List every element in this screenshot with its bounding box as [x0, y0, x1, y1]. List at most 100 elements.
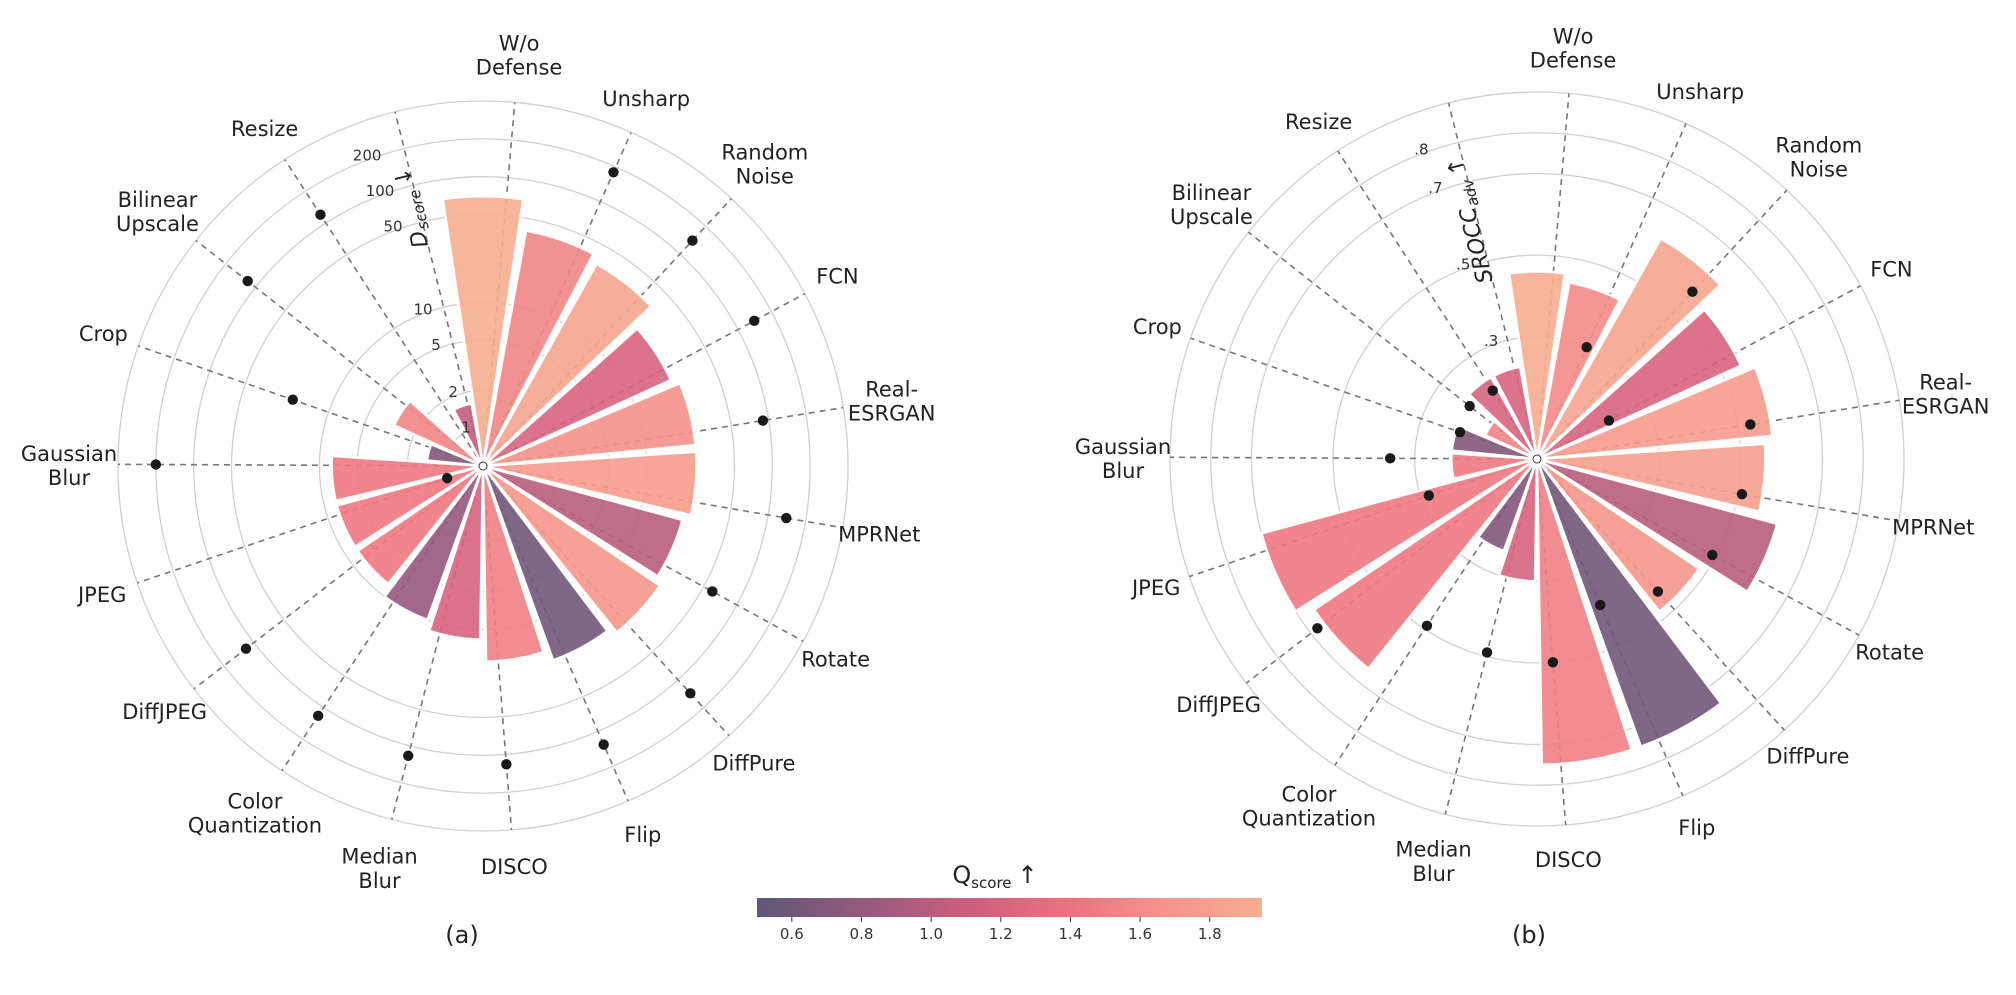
bar-rotate	[1536, 457, 1779, 594]
data-dot	[150, 459, 162, 470]
bar-jpeg	[335, 464, 484, 549]
bar-real-	[1536, 365, 1774, 461]
category-label: DiffPure	[712, 751, 795, 775]
radial-tick-label: .8	[1414, 140, 1428, 158]
category-label: MPRNet	[838, 522, 920, 546]
radial-tick-label: 1	[461, 418, 471, 436]
bar-diffjpeg	[1312, 457, 1538, 671]
colorbar-tick-label: 1.4	[1059, 925, 1083, 943]
bar-median	[1497, 458, 1539, 583]
bar-mprnet	[482, 450, 698, 517]
bar-fcn	[482, 326, 673, 468]
data-dot	[1464, 400, 1475, 412]
data-dot	[1547, 657, 1559, 668]
colorbar-tick-label: 1.0	[919, 925, 943, 943]
category-label: MPRNet	[1892, 515, 1974, 539]
category-label: W/o Defense	[1530, 24, 1617, 72]
category-label: Rotate	[1855, 640, 1924, 664]
category-label: Unsharp	[602, 87, 690, 111]
bar-gaussian	[330, 454, 484, 503]
category-label: Random Noise	[721, 141, 808, 189]
bar-diffjpeg	[355, 464, 484, 586]
bar-color	[1476, 458, 1539, 553]
radial-axis-title: Dscore↓	[390, 164, 437, 250]
data-dot	[685, 688, 696, 699]
bar-diffpure	[482, 464, 662, 635]
radial-tick-label: .5	[1456, 255, 1470, 273]
data-dot	[1581, 341, 1592, 353]
data-dot	[598, 739, 609, 750]
bar-gaussian	[1450, 451, 1538, 481]
data-dot	[608, 167, 619, 178]
bar-resize	[1467, 375, 1539, 460]
spoke-line	[284, 159, 484, 467]
data-dot	[1421, 620, 1433, 631]
category-label: DiffJPEG	[1176, 693, 1261, 717]
bar-flip	[481, 465, 610, 662]
bar-unsharp	[481, 229, 596, 467]
bar-diffpure	[1536, 457, 1701, 614]
bar-w-o	[441, 194, 525, 467]
data-dot	[1745, 419, 1756, 430]
panel-label-b: (b)	[1512, 921, 1546, 949]
category-label: JPEG	[76, 583, 126, 607]
category-label: Unsharp	[1656, 80, 1744, 104]
data-dot	[1652, 586, 1664, 597]
data-dot	[1487, 385, 1498, 396]
category-label: Crop	[1133, 315, 1182, 339]
colorbar-tick-label: 1.2	[989, 925, 1013, 943]
category-label: Gaussian Blur	[1075, 435, 1171, 483]
radial-tick-label: .3	[1484, 332, 1498, 350]
data-dot	[240, 643, 252, 654]
category-label: Median Blur	[1395, 838, 1471, 886]
bar-mprnet	[1536, 442, 1767, 514]
data-dot	[1687, 286, 1698, 297]
bar-unsharp	[1535, 281, 1622, 460]
data-dot	[1454, 426, 1466, 438]
bar-random	[1535, 236, 1723, 460]
category-label: Real-ESRGAN	[1902, 371, 1990, 419]
category-label: Median Blur	[341, 845, 417, 893]
category-label: DiffJPEG	[122, 700, 207, 724]
radial-tick-label: 10	[414, 300, 433, 318]
category-label: DiffPure	[1766, 744, 1849, 768]
colorbar-title: Qscore ↑	[952, 861, 1037, 892]
data-dot	[1707, 549, 1718, 561]
polar-chart-b: W/o Defense Unsharp Random Noise FCN Real-ESRG…	[1075, 24, 1990, 885]
bar-extra	[451, 402, 485, 467]
grid-ring	[1250, 172, 1824, 746]
category-label: Bilinear Upscale	[1170, 181, 1253, 229]
category-label: FCN	[1870, 258, 1912, 282]
bar-random	[481, 262, 653, 467]
data-dot	[1736, 488, 1748, 500]
category-label: Random Noise	[1775, 134, 1862, 182]
data-dot	[312, 710, 324, 721]
category-label: JPEG	[1130, 576, 1180, 600]
category-label: W/o Defense	[476, 31, 563, 79]
data-dot	[1603, 415, 1615, 426]
bar-bilinear	[392, 399, 484, 468]
data-dot	[707, 586, 718, 597]
data-dot	[781, 512, 792, 524]
category-label: Color Quantization	[1242, 782, 1376, 830]
radial-tick-label: 200	[353, 147, 382, 165]
category-label: Bilinear Upscale	[116, 188, 199, 236]
radial-tick-label: 100	[366, 182, 395, 200]
data-dot	[403, 750, 414, 761]
colorbar: Qscore ↑ 0.6 0.8 1.0 1.2 1.4 1.6 1.8	[757, 861, 1262, 943]
bar-disco	[1535, 458, 1634, 767]
data-dot	[315, 209, 326, 220]
outer-ring	[117, 100, 849, 832]
colorbar-tick-label: 0.6	[780, 925, 804, 943]
data-dot	[242, 275, 253, 287]
bar-disco	[481, 465, 546, 663]
category-label: Flip	[1678, 816, 1715, 840]
bar-crop	[1450, 424, 1538, 461]
bar-fcn	[1536, 307, 1743, 461]
bar-w-o	[1507, 270, 1567, 460]
bar-flip	[1535, 458, 1723, 749]
radial-tick-label: 2	[448, 383, 458, 401]
category-label: DISCO	[481, 855, 548, 879]
data-dot	[757, 415, 769, 426]
category-label: Flip	[624, 823, 661, 847]
